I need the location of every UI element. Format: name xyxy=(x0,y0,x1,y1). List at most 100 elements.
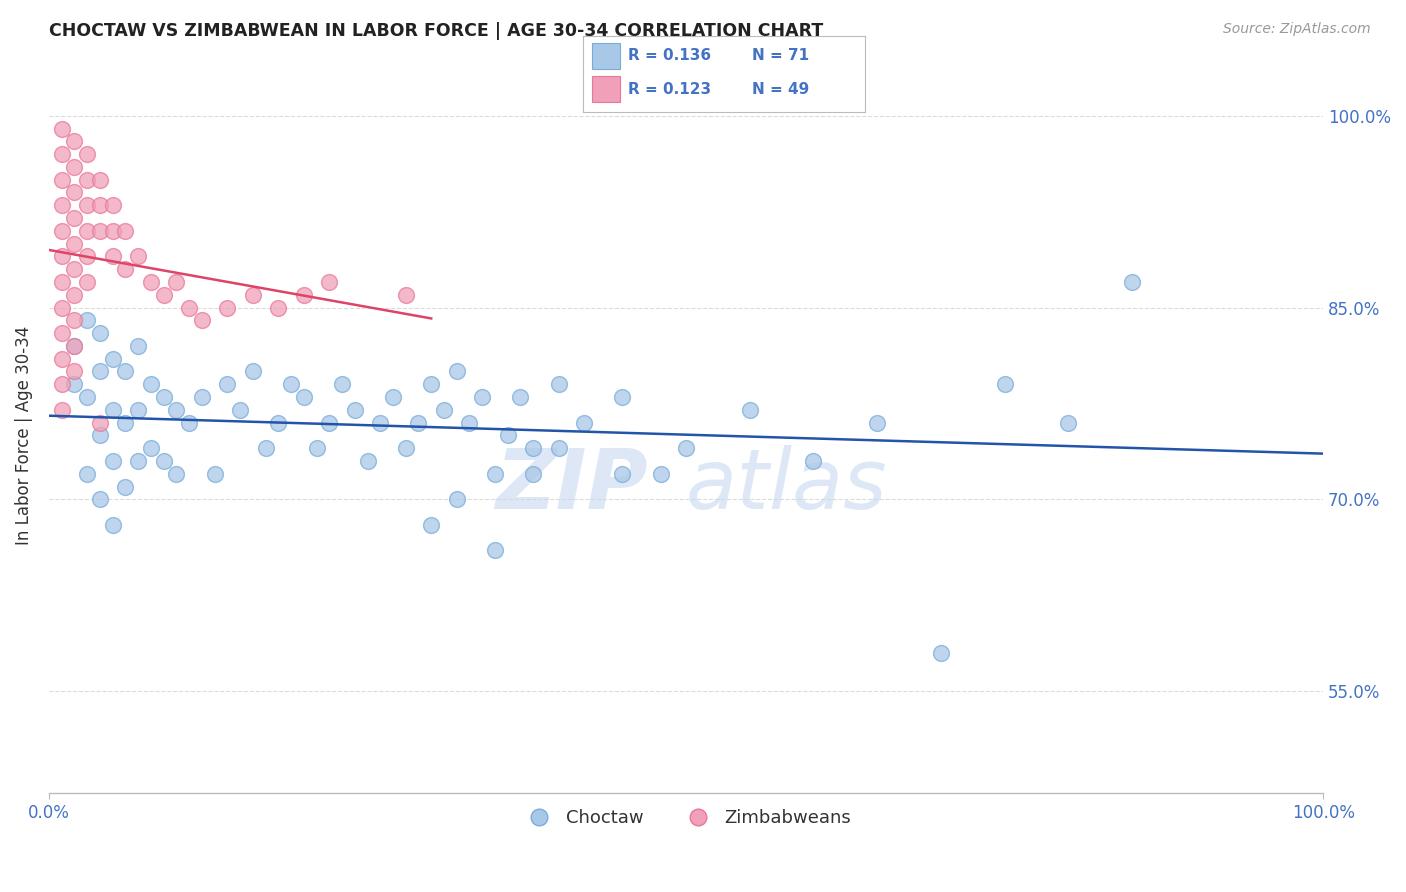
Choctaw xyxy=(395,441,418,455)
Zimbabweans xyxy=(114,224,136,238)
Text: N = 49: N = 49 xyxy=(752,82,810,97)
Choctaw xyxy=(318,416,340,430)
Zimbabweans xyxy=(76,249,98,263)
Choctaw xyxy=(292,390,315,404)
Zimbabweans xyxy=(63,211,86,225)
Choctaw xyxy=(139,377,162,392)
Choctaw xyxy=(547,441,569,455)
Choctaw xyxy=(179,416,201,430)
Zimbabweans xyxy=(63,287,86,301)
Zimbabweans xyxy=(63,236,86,251)
Text: ZIP: ZIP xyxy=(495,445,648,526)
Zimbabweans xyxy=(76,172,98,186)
Zimbabweans xyxy=(51,198,73,212)
Choctaw xyxy=(229,402,252,417)
Zimbabweans xyxy=(127,249,149,263)
Choctaw xyxy=(139,441,162,455)
Zimbabweans xyxy=(63,364,86,378)
Zimbabweans xyxy=(76,198,98,212)
Choctaw xyxy=(522,467,544,481)
Choctaw xyxy=(114,479,136,493)
Choctaw xyxy=(217,377,239,392)
Choctaw xyxy=(101,402,124,417)
Text: R = 0.136: R = 0.136 xyxy=(628,48,711,63)
Zimbabweans xyxy=(292,287,315,301)
Choctaw xyxy=(356,454,378,468)
Text: Source: ZipAtlas.com: Source: ZipAtlas.com xyxy=(1223,22,1371,37)
Choctaw xyxy=(165,467,187,481)
Zimbabweans xyxy=(51,275,73,289)
Choctaw xyxy=(1121,275,1143,289)
Zimbabweans xyxy=(51,172,73,186)
Choctaw xyxy=(165,402,187,417)
Choctaw xyxy=(522,441,544,455)
Choctaw xyxy=(496,428,519,442)
Choctaw xyxy=(101,454,124,468)
Zimbabweans xyxy=(114,262,136,277)
Choctaw xyxy=(866,416,889,430)
Choctaw xyxy=(127,339,149,353)
Zimbabweans xyxy=(76,224,98,238)
Choctaw xyxy=(803,454,825,468)
Zimbabweans xyxy=(76,147,98,161)
Choctaw xyxy=(152,390,174,404)
Bar xyxy=(592,76,620,103)
Zimbabweans xyxy=(76,275,98,289)
Choctaw xyxy=(484,467,506,481)
Choctaw xyxy=(101,351,124,366)
Choctaw xyxy=(446,492,468,507)
Zimbabweans xyxy=(101,224,124,238)
Choctaw xyxy=(368,416,391,430)
Choctaw xyxy=(63,339,86,353)
Choctaw xyxy=(254,441,277,455)
Zimbabweans xyxy=(51,249,73,263)
Text: atlas: atlas xyxy=(686,445,887,526)
Choctaw xyxy=(929,646,952,660)
Zimbabweans xyxy=(179,301,201,315)
Zimbabweans xyxy=(152,287,174,301)
Choctaw xyxy=(267,416,290,430)
Zimbabweans xyxy=(63,339,86,353)
Choctaw xyxy=(63,377,86,392)
Choctaw xyxy=(89,364,111,378)
Choctaw xyxy=(572,416,595,430)
Choctaw xyxy=(152,454,174,468)
Zimbabweans xyxy=(63,160,86,174)
Choctaw xyxy=(994,377,1017,392)
Choctaw xyxy=(127,454,149,468)
Zimbabweans xyxy=(242,287,264,301)
Zimbabweans xyxy=(217,301,239,315)
Zimbabweans xyxy=(51,121,73,136)
Choctaw xyxy=(204,467,226,481)
Choctaw xyxy=(305,441,328,455)
Y-axis label: In Labor Force | Age 30-34: In Labor Force | Age 30-34 xyxy=(15,326,32,545)
Choctaw xyxy=(446,364,468,378)
Zimbabweans xyxy=(51,326,73,340)
Zimbabweans xyxy=(318,275,340,289)
Zimbabweans xyxy=(51,402,73,417)
Choctaw xyxy=(101,517,124,532)
Choctaw xyxy=(650,467,672,481)
Zimbabweans xyxy=(51,377,73,392)
Legend: Choctaw, Zimbabweans: Choctaw, Zimbabweans xyxy=(513,802,859,834)
Choctaw xyxy=(408,416,430,430)
Choctaw xyxy=(738,402,761,417)
Zimbabweans xyxy=(63,313,86,327)
Choctaw xyxy=(76,313,98,327)
Choctaw xyxy=(89,428,111,442)
Choctaw xyxy=(458,416,481,430)
Zimbabweans xyxy=(51,147,73,161)
Choctaw xyxy=(675,441,697,455)
Zimbabweans xyxy=(139,275,162,289)
Choctaw xyxy=(242,364,264,378)
Choctaw xyxy=(330,377,353,392)
Choctaw xyxy=(114,416,136,430)
Zimbabweans xyxy=(63,262,86,277)
Choctaw xyxy=(471,390,494,404)
Choctaw xyxy=(89,492,111,507)
Zimbabweans xyxy=(89,224,111,238)
Choctaw xyxy=(191,390,214,404)
Choctaw xyxy=(76,390,98,404)
Choctaw xyxy=(343,402,366,417)
Choctaw xyxy=(484,543,506,558)
